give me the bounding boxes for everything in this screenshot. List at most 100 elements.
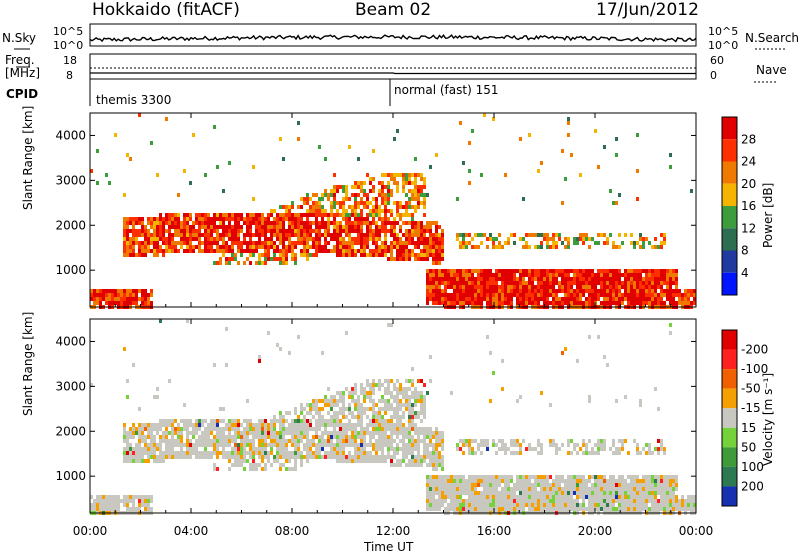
heatmap-cell [555,487,558,491]
heatmap-cell [435,261,438,265]
heatmap-cell [195,237,198,241]
heatmap-cell [531,475,534,479]
heatmap-cell [147,459,150,463]
heatmap-cell [264,253,267,257]
heatmap-cell [189,447,192,451]
heatmap-cell [294,411,297,415]
heatmap-cell [327,221,330,225]
heatmap-cell [228,431,231,435]
heatmap-cell [102,289,105,293]
heatmap-cell [366,245,369,249]
heatmap-cell [378,407,381,411]
heatmap-cell [195,431,198,435]
heatmap-cell [168,213,171,217]
heatmap-cell [546,289,549,293]
heatmap-cell [396,423,399,427]
heatmap-cell [657,245,660,249]
heatmap-cell [90,169,93,173]
heatmap-cell [120,297,123,301]
heatmap-cell [255,217,258,221]
heatmap-cell [597,335,600,339]
heatmap-cell [330,193,333,197]
heatmap-cell [522,475,525,479]
heatmap-cell [531,483,534,487]
heatmap-cell [315,423,318,427]
heatmap-cell [231,249,234,253]
heatmap-cell [552,483,555,487]
heatmap-cell [633,285,636,289]
heatmap-cell [426,293,429,297]
heatmap-cell [156,173,159,177]
heatmap-cell [312,205,315,209]
heatmap-cell [393,431,396,435]
heatmap-cell [339,443,342,447]
heatmap-cell [675,479,678,483]
heatmap-cell [375,221,378,225]
heatmap-cell [612,293,615,297]
heatmap-cell [216,455,219,459]
heatmap-cell [438,281,441,285]
heatmap-cell [297,229,300,233]
heatmap-cell [453,293,456,297]
heatmap-cell [576,285,579,289]
heatmap-cell [324,427,327,431]
heatmap-cell [447,475,450,479]
heatmap-cell [675,273,678,277]
heatmap-cell [522,503,525,507]
heatmap-cell [438,455,441,459]
heatmap-cell [648,285,651,289]
heatmap-cell [180,245,183,249]
heatmap-cell [312,439,315,443]
heatmap-cell [306,237,309,241]
heatmap-cell [570,491,573,495]
heatmap-cell [657,407,660,411]
heatmap-cell [372,229,375,233]
heatmap-cell [396,249,399,253]
heatmap-cell [210,237,213,241]
heatmap-cell [174,443,177,447]
heatmap-cell [624,281,627,285]
heatmap-cell [201,439,204,443]
heatmap-cell [216,435,219,439]
heatmap-cell [588,479,591,483]
heatmap-cell [429,483,432,487]
heatmap-cell [381,415,384,419]
heatmap-cell [633,483,636,487]
heatmap-cell [273,229,276,233]
heatmap-cell [636,301,639,305]
heatmap-cell [669,503,672,507]
heatmap-cell [231,463,234,467]
heatmap-cell [666,499,669,503]
heatmap-cell [597,269,600,273]
heatmap-cell [354,391,357,395]
heatmap-cell [399,249,402,253]
heatmap-cell [390,193,393,197]
heatmap-cell [306,253,309,257]
heatmap-cell [99,499,102,503]
heatmap-cell [396,129,399,133]
heatmap-cell [342,229,345,233]
heatmap-cell [342,209,345,213]
heatmap-cell [210,245,213,249]
heatmap-cell [264,443,267,447]
heatmap-cell [321,233,324,237]
heatmap-cell [387,173,390,177]
heatmap-cell [468,289,471,293]
heatmap-cell [246,257,249,261]
heatmap-cell [429,507,432,511]
heatmap-cell [135,233,138,237]
heatmap-cell [267,225,270,229]
heatmap-cell [645,499,648,503]
heatmap-cell [279,253,282,257]
heatmap-cell [285,217,288,221]
heatmap-cell [357,447,360,451]
heatmap-cell [441,491,444,495]
heatmap-cell [216,245,219,249]
heatmap-cell [306,431,309,435]
heatmap-cell [621,507,624,511]
heatmap-cell [141,435,144,439]
heatmap-cell [285,257,288,261]
heatmap-cell [189,455,192,459]
heatmap-cell [516,293,519,297]
heatmap-cell [594,277,597,281]
